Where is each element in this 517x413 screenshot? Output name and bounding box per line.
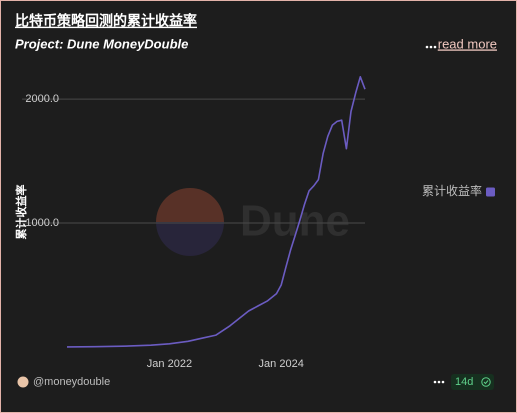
title[interactable]: 比特币策略回测的累计收益率 bbox=[15, 13, 197, 29]
subtitle: Project: Dune MoneyDouble bbox=[15, 36, 188, 51]
x-tick-label: Jan 2022 bbox=[147, 358, 192, 370]
y-tick-label: 1000.0 bbox=[25, 217, 59, 229]
footer: @moneydouble 14d bbox=[17, 374, 494, 390]
check-icon bbox=[481, 377, 491, 387]
x-tick-label: Jan 2024 bbox=[259, 358, 304, 370]
y-axis-label: 累计收益率 bbox=[14, 185, 28, 240]
menu-dots[interactable] bbox=[433, 380, 445, 384]
author[interactable]: @moneydouble bbox=[33, 376, 110, 388]
check-mark bbox=[483, 380, 489, 385]
dune-logo bbox=[156, 188, 224, 256]
legend-swatch bbox=[486, 187, 495, 197]
badge-bg bbox=[451, 374, 494, 390]
read-more[interactable]: read more bbox=[438, 36, 497, 51]
more-dots bbox=[425, 45, 437, 49]
y-tick-label: 2000.0 bbox=[25, 93, 59, 105]
avatar bbox=[17, 376, 29, 388]
badge: 14d bbox=[455, 376, 473, 388]
series-line bbox=[66, 76, 366, 348]
legend-label: 累计收益率 bbox=[422, 183, 482, 198]
